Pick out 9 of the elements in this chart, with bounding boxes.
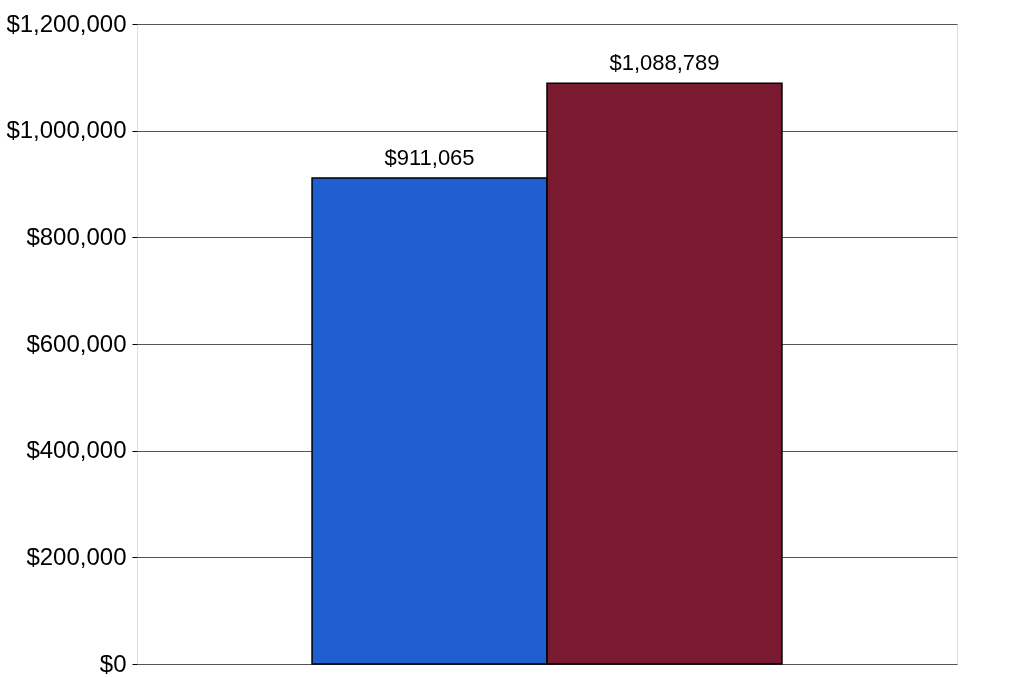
data-label: $911,065 xyxy=(384,145,475,171)
y-tick-label: $600,000 xyxy=(26,329,127,357)
y-tick-label: $200,000 xyxy=(26,542,127,570)
y-tick-label: $1,200,000 xyxy=(6,9,127,37)
y-tick-label: $1,000,000 xyxy=(6,116,127,144)
y-tick-label: $400,000 xyxy=(26,436,127,464)
y-tick-label: $0 xyxy=(99,649,127,677)
y-tick-label: $800,000 xyxy=(26,222,127,250)
data-label: $1,088,789 xyxy=(609,50,720,76)
